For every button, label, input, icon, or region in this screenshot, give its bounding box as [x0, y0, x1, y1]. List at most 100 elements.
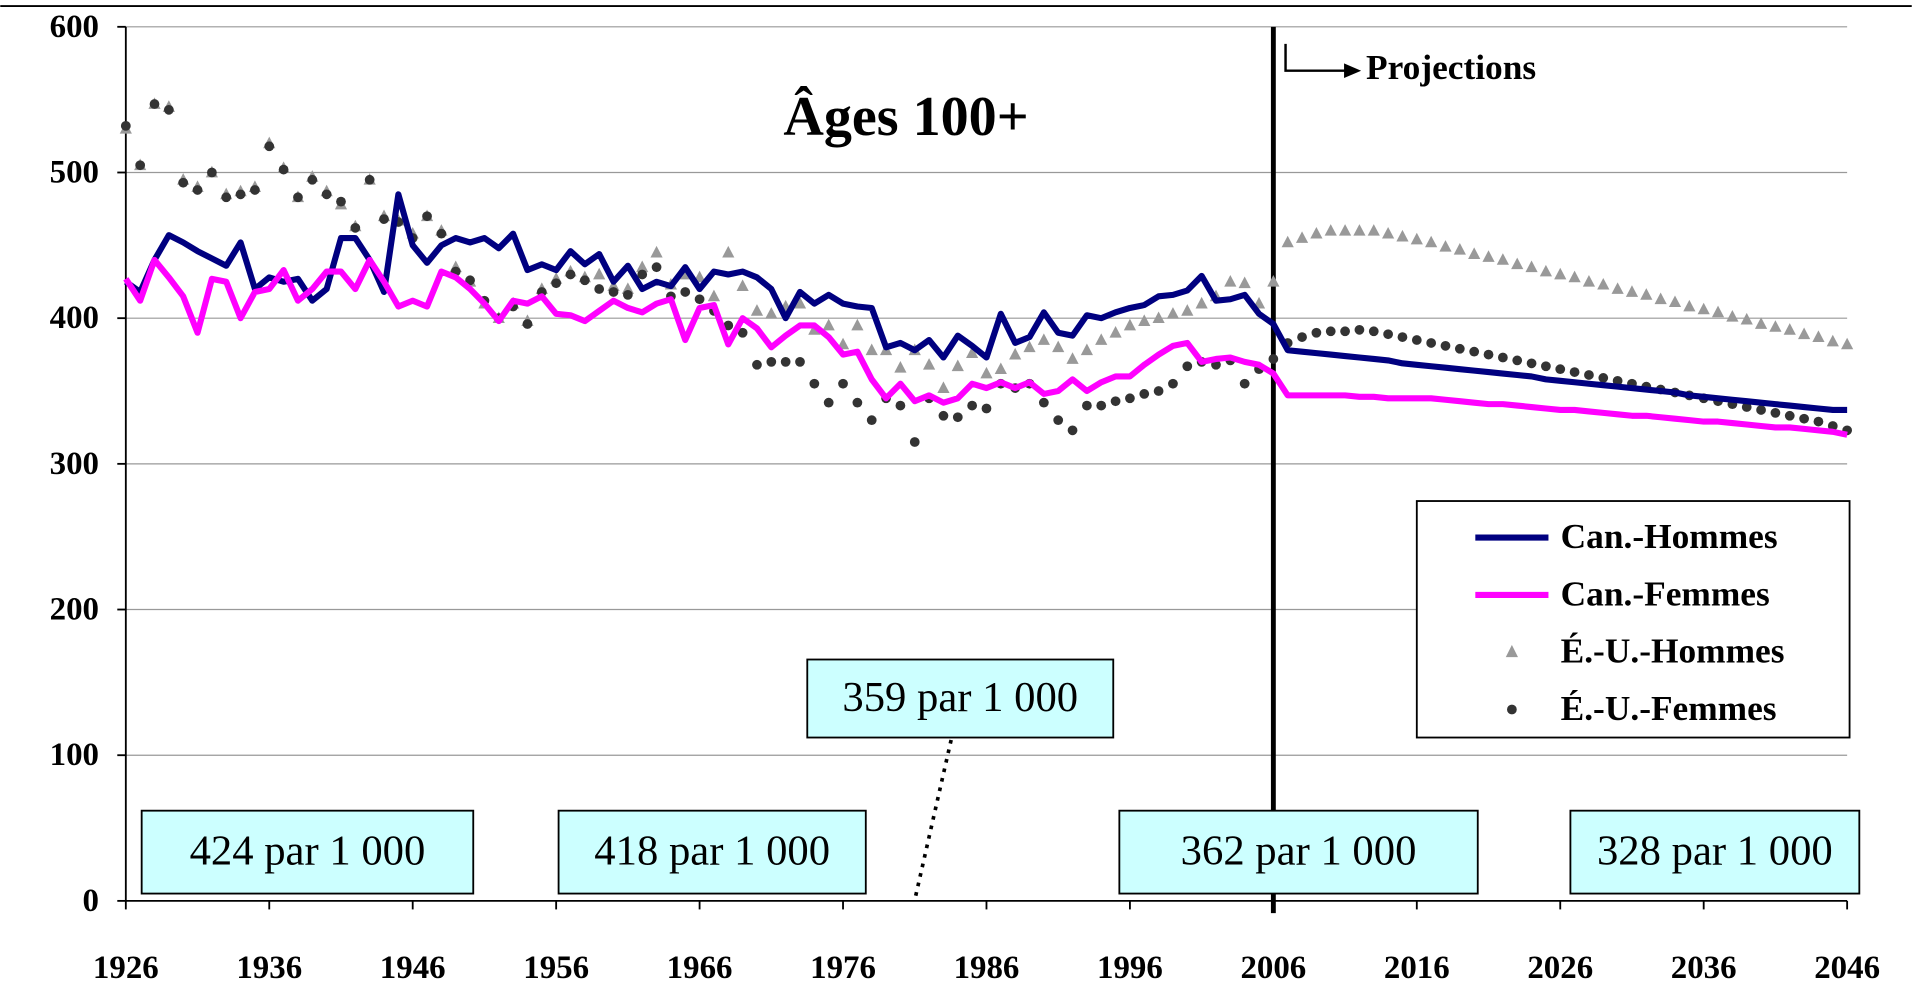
- circle-marker: [1756, 405, 1766, 415]
- triangle-marker: [1511, 257, 1524, 270]
- triangle-marker: [1453, 243, 1466, 255]
- circle-marker: [1770, 407, 1781, 418]
- circle-marker: [637, 269, 648, 280]
- annotation-box: [557, 809, 867, 895]
- circle-marker: [938, 410, 949, 421]
- circle-marker: [1483, 349, 1494, 360]
- circle-marker: [436, 228, 447, 239]
- triangle-marker: [621, 282, 634, 294]
- circle-marker: [1368, 326, 1379, 337]
- leader-line: [912, 739, 953, 902]
- projection-label: Projections: [1366, 47, 1536, 87]
- circle-marker: [120, 121, 131, 131]
- triangle-marker: [1525, 260, 1538, 273]
- circle-marker: [1325, 326, 1336, 337]
- x-tick-label: 2016: [1384, 950, 1450, 985]
- annotation-box: [806, 658, 1115, 739]
- y-tick-label: 400: [50, 300, 99, 336]
- circle-marker: [895, 400, 906, 411]
- triangle-marker: [1568, 270, 1581, 283]
- circle-marker: [1038, 397, 1049, 408]
- triangle-marker: [1468, 247, 1481, 259]
- x-tick-label: 1926: [93, 950, 159, 985]
- circle-marker: [952, 412, 963, 423]
- triangle-marker: [1625, 285, 1639, 297]
- circle-marker: [1311, 327, 1322, 338]
- triangle-marker: [1425, 235, 1438, 248]
- circle-marker: [1799, 413, 1809, 424]
- annotation-text: 362 par 1 000: [1181, 827, 1417, 874]
- x-tick-label: 2036: [1671, 950, 1737, 985]
- triangle-marker: [1668, 295, 1682, 308]
- legend-label: É.-U.-Hommes: [1561, 631, 1785, 671]
- triangle-marker: [1841, 337, 1854, 350]
- circle-marker: [321, 189, 332, 200]
- legend-label: Can.-Femmes: [1561, 573, 1770, 613]
- triangle-marker: [1123, 318, 1137, 331]
- triangle-marker: [1009, 347, 1022, 360]
- x-tick-label: 1946: [380, 950, 446, 985]
- triangle-marker: [1338, 224, 1352, 236]
- triangle-marker: [994, 362, 1007, 375]
- circle-marker: [1383, 329, 1393, 340]
- circle-marker: [1526, 358, 1537, 369]
- triangle-marker: [1224, 275, 1237, 287]
- triangle-marker: [1166, 307, 1180, 319]
- triangle-marker: [1783, 323, 1796, 335]
- circle-marker: [608, 287, 619, 297]
- circle-marker: [1139, 389, 1150, 399]
- circle-marker: [1053, 415, 1064, 426]
- triangle-marker: [1582, 275, 1596, 287]
- circle-marker: [1469, 346, 1480, 357]
- circle-marker: [823, 397, 834, 408]
- circle-marker: [1569, 367, 1580, 377]
- triangle-marker: [1310, 226, 1323, 239]
- x-tick-label: 1976: [810, 950, 876, 985]
- triangle-marker: [650, 245, 663, 258]
- triangle-marker: [765, 307, 778, 319]
- annotation-text: 424 par 1 000: [190, 827, 426, 874]
- triangle-marker: [937, 381, 950, 393]
- circle-marker: [1110, 396, 1121, 407]
- circle-marker: [1598, 373, 1609, 383]
- circle-marker: [766, 357, 777, 367]
- annotation-text: 328 par 1 000: [1597, 827, 1833, 874]
- triangle-marker: [1654, 292, 1667, 305]
- circle-marker: [163, 104, 174, 115]
- circle-marker: [1082, 400, 1092, 411]
- triangle-marker: [593, 267, 606, 280]
- circle-marker: [364, 174, 375, 185]
- triangle-marker: [1195, 296, 1208, 309]
- y-tick-label: 500: [50, 154, 99, 190]
- triangle-marker: [1597, 277, 1610, 290]
- circle-marker: [967, 400, 978, 411]
- circle-marker: [838, 378, 848, 389]
- triangle-marker: [1238, 276, 1251, 289]
- triangle-marker: [923, 358, 936, 370]
- triangle-marker: [1181, 304, 1194, 316]
- triangle-marker: [1769, 320, 1782, 332]
- annotation-box: [140, 809, 475, 895]
- series-line: [124, 191, 1848, 413]
- legend-swatch: [1507, 704, 1517, 715]
- circle-marker: [1297, 332, 1307, 342]
- triangle-marker: [1066, 352, 1079, 364]
- triangle-marker: [980, 366, 993, 379]
- circle-marker: [1354, 324, 1365, 335]
- triangle-marker: [1697, 302, 1710, 315]
- annotation-box: [1569, 809, 1861, 895]
- triangle-marker: [607, 279, 620, 292]
- circle-marker: [235, 189, 246, 200]
- triangle-marker: [1152, 311, 1165, 324]
- circle-marker: [795, 357, 805, 367]
- x-tick-label: 1936: [236, 950, 302, 985]
- circle-marker: [149, 99, 160, 109]
- circle-marker: [178, 177, 189, 188]
- circle-marker: [981, 403, 992, 414]
- circle-marker: [1340, 326, 1350, 337]
- circle-marker: [1239, 378, 1250, 389]
- circle-marker: [379, 214, 389, 224]
- triangle-marker: [1439, 240, 1452, 252]
- series-line: [123, 256, 1848, 438]
- circle-marker: [694, 294, 705, 305]
